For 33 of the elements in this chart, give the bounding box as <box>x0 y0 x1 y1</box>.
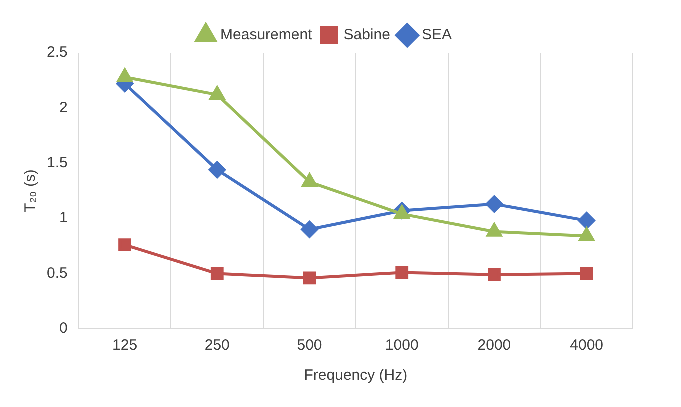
point <box>303 272 316 285</box>
point <box>210 86 225 100</box>
point <box>117 68 133 82</box>
y-tick-label: 2.5 <box>46 44 68 62</box>
x-tick-label: 250 <box>204 337 230 354</box>
x-tick-label: 1000 <box>385 337 419 354</box>
point <box>488 268 501 282</box>
point <box>579 228 594 242</box>
x-tick-label: 125 <box>112 337 138 354</box>
point <box>394 206 410 220</box>
legend-label: Measurement <box>220 26 314 44</box>
y-tick-label: 2 <box>60 99 68 116</box>
legend-label: SEA <box>422 26 452 44</box>
x-tick-label: 500 <box>297 337 322 354</box>
point <box>486 196 503 213</box>
y-tick-label: 0.5 <box>46 264 68 282</box>
x-axis-title: Frequency (Hz) <box>304 367 408 384</box>
point <box>302 174 318 188</box>
legend-label: Sabine <box>344 26 390 44</box>
point <box>301 221 318 238</box>
point <box>208 162 226 179</box>
x-tick-label: 2000 <box>478 337 512 354</box>
y-tick-label: 1 <box>60 210 68 227</box>
point <box>118 238 132 252</box>
point <box>486 223 502 237</box>
y-tick-label: 0 <box>60 320 68 338</box>
point <box>210 267 224 280</box>
y-tick-label: 1.5 <box>46 154 68 172</box>
point <box>578 212 596 230</box>
x-tick-label: 4000 <box>570 337 604 354</box>
point <box>580 267 594 280</box>
y-axis-title: T₂₀ (s) <box>22 170 40 212</box>
point <box>396 266 409 280</box>
